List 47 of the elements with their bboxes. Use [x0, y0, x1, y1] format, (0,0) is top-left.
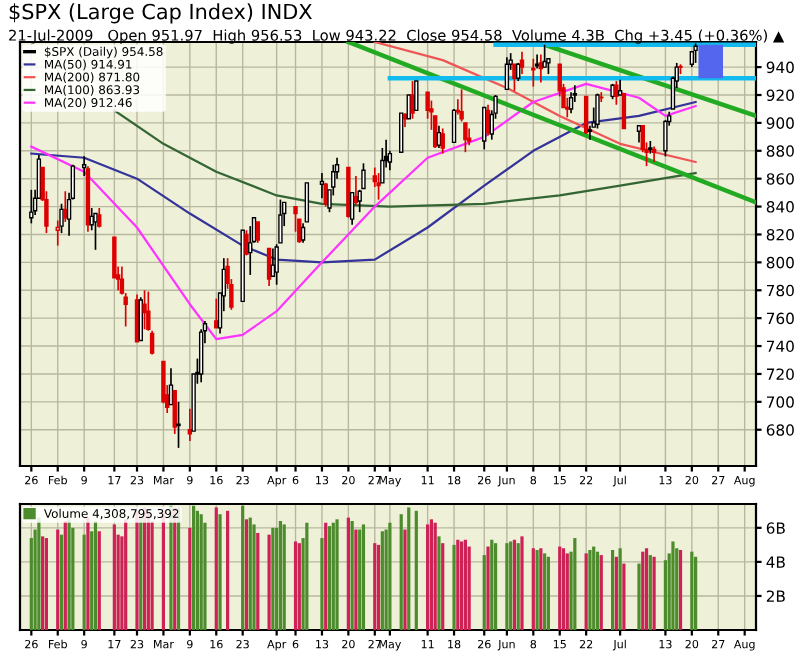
candlestick: [519, 50, 525, 75]
line-series: [373, 42, 697, 164]
candlestick: [214, 297, 219, 329]
candlestick: [59, 202, 64, 234]
candlestick: [504, 56, 510, 91]
candlestick: [595, 92, 600, 130]
line-series: [113, 109, 697, 208]
candlestick: [198, 328, 204, 384]
candlestick: [406, 94, 411, 120]
candlestick: [97, 207, 102, 229]
candlestick: [531, 57, 536, 88]
candlestick: [583, 95, 589, 135]
candlestick: [255, 221, 260, 244]
candlestick: [187, 407, 193, 442]
candlestick: [380, 147, 385, 184]
candlestick: [81, 155, 87, 177]
candlestick: [304, 182, 310, 223]
candlestick: [93, 212, 98, 251]
candlestick: [376, 172, 381, 201]
candlestick: [319, 172, 325, 200]
candlestick: [161, 360, 166, 405]
candlestick: [168, 367, 174, 406]
candlestick: [568, 91, 574, 114]
candlestick: [516, 62, 521, 82]
candlestick: [244, 229, 249, 257]
candlestick: [172, 389, 177, 435]
candlestick: [410, 80, 415, 120]
candlestick: [621, 92, 627, 130]
candlestick: [648, 140, 653, 155]
candlestick: [266, 247, 272, 287]
candlestick: [349, 191, 355, 226]
candlestick: [176, 401, 181, 449]
candlestick: [414, 80, 419, 112]
candlestick: [436, 124, 442, 149]
candlestick: [248, 225, 253, 276]
candlestick: [482, 106, 487, 151]
chart-title: $SPX (Large Cap Index) INDX: [9, 3, 312, 24]
candlestick: [300, 222, 306, 244]
candlestick: [663, 119, 668, 158]
candlestick: [466, 127, 472, 147]
line-series: [30, 82, 697, 341]
candlestick: [134, 293, 140, 343]
candlestick: [451, 108, 457, 144]
candlestick: [29, 189, 34, 225]
candlestick: [587, 124, 593, 141]
candlestick: [440, 127, 445, 155]
candlestick: [512, 63, 517, 92]
